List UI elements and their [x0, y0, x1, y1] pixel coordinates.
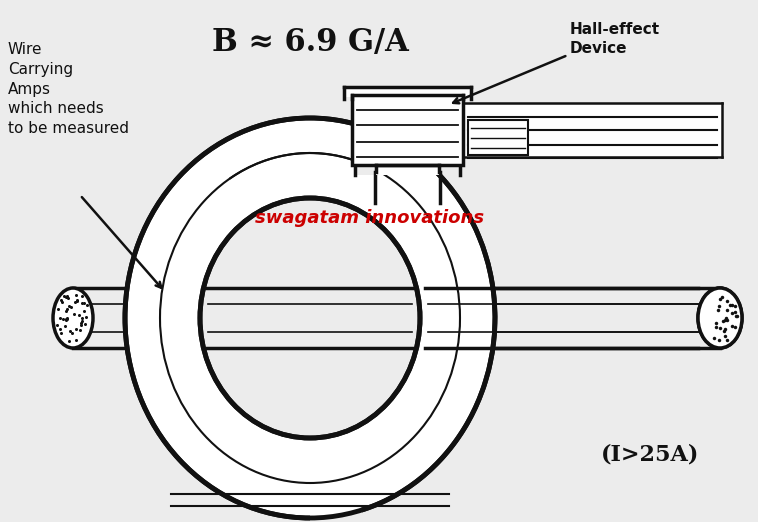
Bar	[352, 95, 463, 165]
Text: Hall-effect
Device: Hall-effect Device	[570, 22, 660, 56]
Text: B ≈ 6.9 G/A: B ≈ 6.9 G/A	[211, 27, 409, 57]
Ellipse shape	[698, 288, 742, 348]
Bar	[355, 108, 460, 175]
Ellipse shape	[200, 198, 420, 438]
Bar	[463, 103, 722, 157]
Text: swagatam innovations: swagatam innovations	[255, 209, 484, 227]
Ellipse shape	[698, 288, 742, 348]
Bar	[376, 165, 439, 175]
Text: Wire
Carrying
Amps
which needs
to be measured: Wire Carrying Amps which needs to be mea…	[8, 42, 129, 136]
Bar	[344, 87, 471, 97]
Ellipse shape	[125, 118, 495, 518]
Ellipse shape	[53, 288, 93, 348]
Text: (I>25A): (I>25A)	[601, 444, 699, 466]
Bar	[468, 120, 528, 155]
